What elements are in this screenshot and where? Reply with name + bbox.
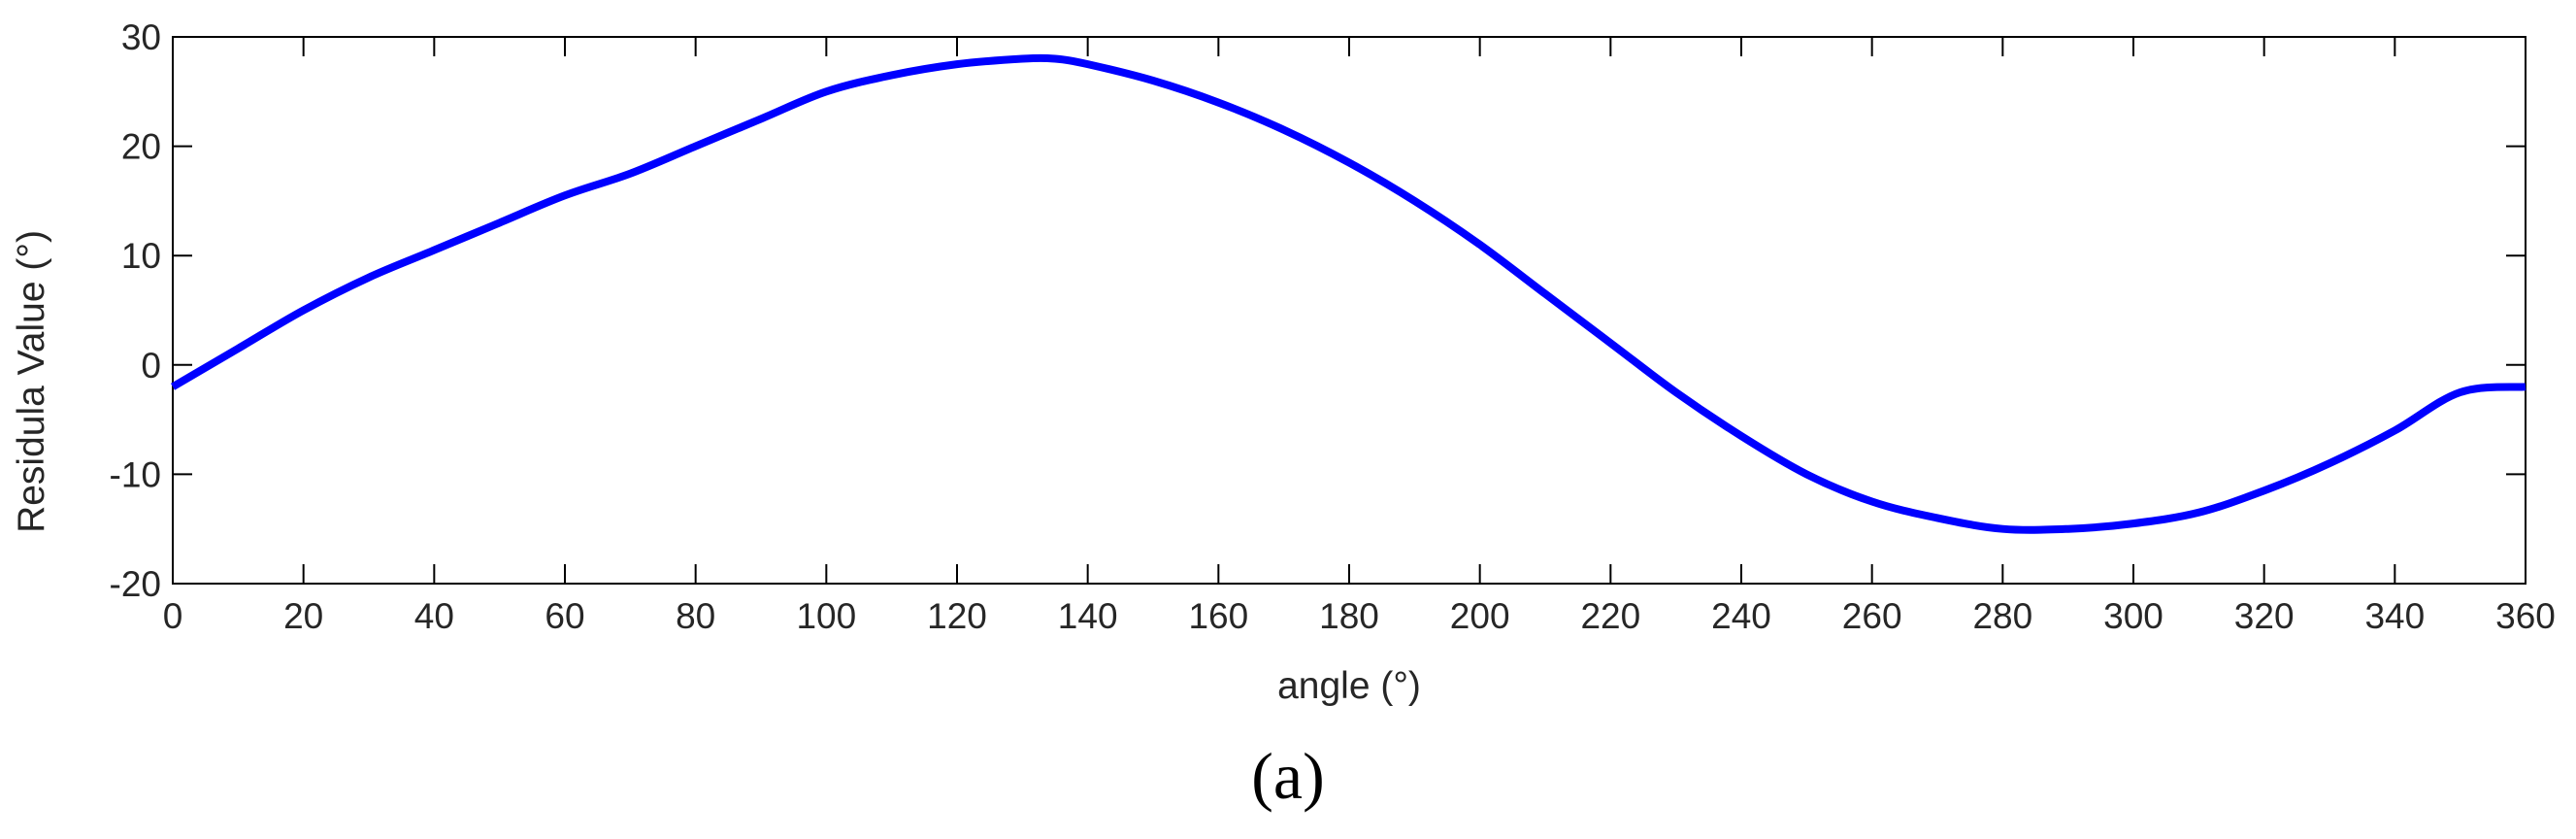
y-tick-label: 20 (121, 127, 161, 167)
x-tick-label: 260 (1842, 596, 1902, 636)
x-tick-label: 20 (283, 596, 323, 636)
x-tick-label: 40 (414, 596, 454, 636)
plot-area: 0 20 40 60 80 100 120 140 160 180 200 220 240 260 280 3… (110, 17, 2556, 636)
x-tick-label: 200 (1450, 596, 1510, 636)
y-axis-title: Residula Value (°) (11, 230, 52, 533)
x-tick-label: 300 (2103, 596, 2163, 636)
x-tick-label: 100 (796, 596, 856, 636)
x-tick-label: 280 (1972, 596, 2032, 636)
series-line (170, 53, 2526, 534)
y-tick-label: -10 (110, 454, 161, 494)
x-tick-label: 80 (676, 596, 715, 636)
x-tick-label: 160 (1188, 596, 1248, 636)
y-tick-label: 30 (121, 17, 161, 57)
x-tick-label: 60 (545, 596, 584, 636)
x-tick-label: 140 (1058, 596, 1118, 636)
x-tick-label: 340 (2364, 596, 2425, 636)
x-tick-label: 120 (927, 596, 987, 636)
y-tick-label: 10 (121, 236, 161, 276)
y-tick-label: 0 (141, 346, 161, 386)
x-tick-label: 0 (163, 596, 183, 636)
x-tick-label: 220 (1580, 596, 1640, 636)
panel-label: (a) (1251, 739, 1324, 813)
x-tick-label: 320 (2234, 596, 2295, 636)
y-tick-label: -20 (110, 564, 161, 604)
x-tick-label: 360 (2495, 596, 2556, 636)
x-axis-title: angle (°) (1277, 665, 1421, 707)
x-tick-label: 180 (1319, 596, 1379, 636)
x-tick-label: 240 (1711, 596, 1771, 636)
